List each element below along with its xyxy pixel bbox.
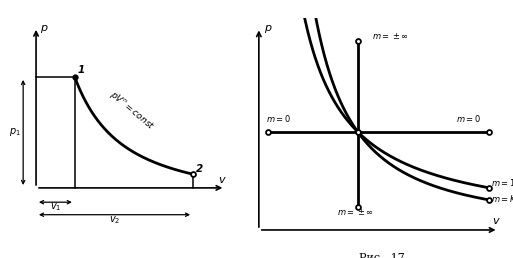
Text: $p$: $p$ [264, 23, 272, 35]
Text: $v_1$: $v_1$ [50, 201, 61, 213]
Text: $v$: $v$ [218, 174, 226, 184]
Text: $v_2$: $v_2$ [109, 214, 120, 226]
Text: Рис.  17: Рис. 17 [359, 253, 405, 258]
Text: $m=0$: $m=0$ [266, 113, 291, 124]
Text: 2: 2 [196, 164, 204, 174]
Text: $m=0$: $m=0$ [456, 113, 481, 124]
Text: $m=K$: $m=K$ [491, 193, 513, 204]
Text: $v$: $v$ [492, 216, 501, 226]
Text: $m=1$: $m=1$ [491, 177, 513, 188]
Text: $p$: $p$ [41, 23, 49, 35]
Text: $pV^n = const$: $pV^n = const$ [107, 88, 157, 133]
Text: $p_1$: $p_1$ [9, 126, 21, 139]
Text: 1: 1 [78, 66, 85, 76]
Text: $m=\pm\infty$: $m=\pm\infty$ [371, 31, 408, 41]
Text: $m=\pm\infty$: $m=\pm\infty$ [337, 207, 373, 217]
